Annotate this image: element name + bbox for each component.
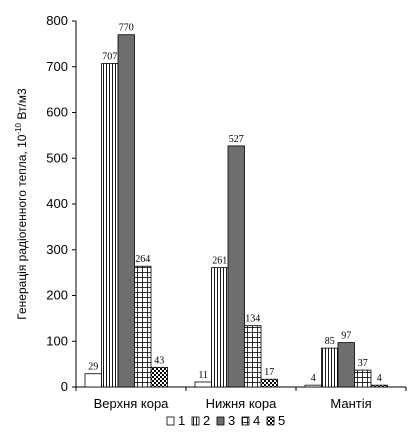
data-label: 17 bbox=[264, 367, 274, 378]
y-tick-label: 600 bbox=[46, 105, 68, 120]
bar-series-1-2 bbox=[304, 384, 322, 388]
data-label: 264 bbox=[135, 254, 150, 265]
data-label: 43 bbox=[154, 355, 164, 366]
y-axis-ticks: 0 100 200 300 400 500 600 700 800 bbox=[46, 13, 76, 394]
data-label: 134 bbox=[245, 314, 260, 325]
bar-series-3-2 bbox=[337, 342, 355, 388]
y-tick-label: 0 bbox=[61, 379, 68, 394]
bar-series-2-0 bbox=[101, 63, 119, 388]
y-tick-label: 100 bbox=[46, 333, 68, 348]
legend-swatch-5 bbox=[266, 416, 275, 426]
data-label: 37 bbox=[358, 358, 368, 369]
bar-series-3-0 bbox=[117, 34, 135, 388]
legend: 1 2 3 4 5 bbox=[166, 413, 285, 428]
bar-series-5-2 bbox=[370, 384, 388, 388]
legend-swatch-1 bbox=[166, 416, 175, 426]
category-labels: Верхня кора Нижня кора Мантія bbox=[94, 396, 372, 411]
bar-series-5-0 bbox=[150, 366, 168, 388]
bar-series-4-2 bbox=[354, 369, 372, 388]
bars bbox=[84, 34, 388, 388]
data-label: 261 bbox=[212, 256, 227, 267]
data-label: 4 bbox=[311, 373, 316, 384]
legend-swatch-2 bbox=[191, 416, 200, 426]
bar-series-5-1 bbox=[260, 378, 278, 388]
bar-series-1-1 bbox=[194, 381, 212, 388]
bar-series-2-1 bbox=[211, 267, 229, 388]
bar-series-4-0 bbox=[134, 265, 152, 388]
category-label: Нижня кора bbox=[206, 396, 277, 411]
y-tick-label: 200 bbox=[46, 288, 68, 303]
data-label: 85 bbox=[325, 336, 335, 347]
legend-label: 3 bbox=[228, 413, 235, 428]
data-label: 527 bbox=[229, 134, 244, 145]
bar-series-1-0 bbox=[84, 373, 102, 388]
bar-series-4-1 bbox=[244, 325, 262, 388]
data-label: 707 bbox=[102, 52, 117, 63]
legend-label: 1 bbox=[178, 413, 185, 428]
y-tick-label: 400 bbox=[46, 196, 68, 211]
legend-swatch-4 bbox=[241, 416, 250, 426]
bar-series-2-2 bbox=[321, 347, 339, 388]
y-axis-label: Генерація радіогенного тепла, 10-10 Вт/м… bbox=[14, 88, 29, 320]
legend-label: 4 bbox=[253, 413, 260, 428]
y-tick-label: 500 bbox=[46, 150, 68, 165]
legend-swatch-3 bbox=[216, 416, 225, 426]
y-tick-label: 300 bbox=[46, 242, 68, 257]
data-label: 11 bbox=[198, 370, 208, 381]
category-label: Мантія bbox=[330, 396, 371, 411]
y-tick-label: 700 bbox=[46, 59, 68, 74]
data-label: 770 bbox=[119, 23, 134, 34]
bar-series-3-1 bbox=[227, 145, 245, 388]
legend-label: 2 bbox=[203, 413, 210, 428]
data-label: 4 bbox=[377, 373, 382, 384]
y-tick-label: 800 bbox=[46, 13, 68, 28]
data-label: 97 bbox=[341, 331, 351, 342]
data-label: 29 bbox=[88, 362, 98, 373]
category-label: Верхня кора bbox=[94, 396, 170, 411]
y-axis-title: Генерація радіогенного тепла, 10-10 Вт/м… bbox=[14, 88, 29, 320]
data-labels: 29 707 770 264 43 11 261 527 134 17 4 85 97 37 4 bbox=[88, 23, 382, 384]
legend-label: 5 bbox=[278, 413, 285, 428]
